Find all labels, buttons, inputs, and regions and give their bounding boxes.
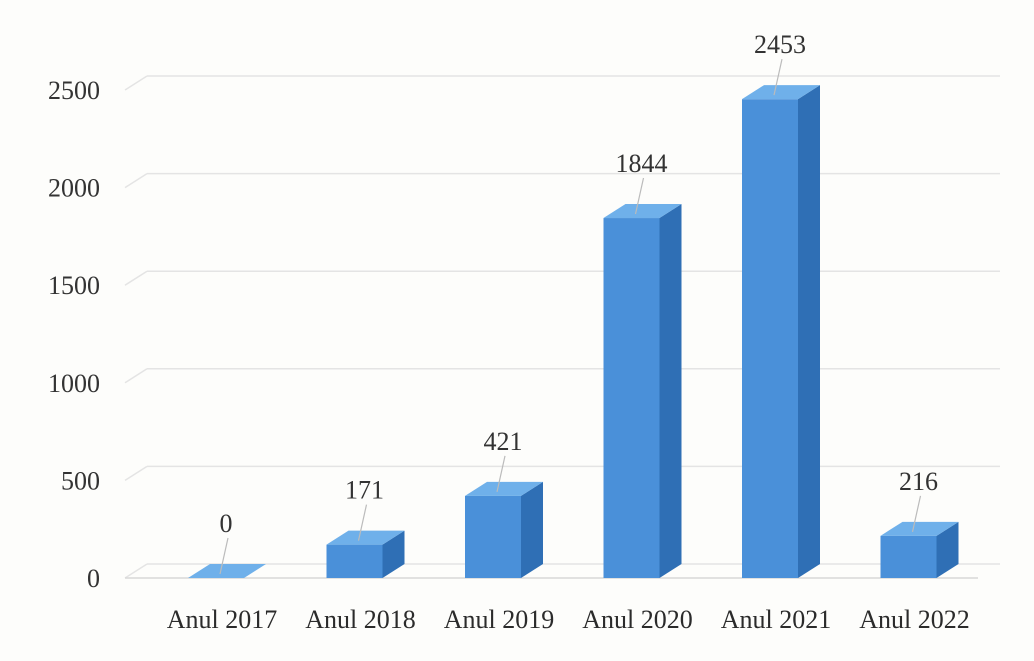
bar: 0 [188,509,266,579]
gridline-depth [124,465,148,482]
gridline-depth [124,270,148,286]
bar: 1844 [603,149,682,578]
bar: 171 [326,476,405,578]
y-tick-label: 2000 [48,174,100,203]
x-tick-label: Anul 2022 [859,605,970,634]
gridline-depth [124,368,148,384]
data-label: 421 [484,427,523,456]
y-tick-label: 1500 [48,271,100,300]
bar-top [326,530,405,545]
bar-front [880,535,937,578]
data-label: 1844 [616,149,668,178]
bar-side [798,85,820,578]
x-tick-label: Anul 2020 [582,605,693,634]
bar-side [659,204,682,578]
bar: 421 [465,427,543,578]
bar-top [742,85,820,100]
data-label: 0 [220,509,233,538]
bar-front [326,544,383,578]
gridline-depth [124,563,148,579]
bar-front [742,99,798,578]
y-tick-label: 0 [87,564,100,593]
bar-top [465,481,543,496]
x-tick-label: Anul 2018 [305,605,416,634]
bar-side [936,521,959,578]
grid-lines [124,75,1000,579]
y-tick-label: 2500 [48,76,100,105]
bar: 2453 [742,30,820,578]
gridline-depth [124,75,148,91]
bar-front [603,218,660,578]
x-tick-label: Anul 2021 [721,605,832,634]
bar: 216 [880,467,959,578]
bar-top [188,564,266,578]
bar-side [382,530,405,578]
bar-top [603,204,682,219]
gridline-depth [124,172,148,189]
bar-top [880,521,959,536]
data-label-leader [219,537,229,575]
x-tick-label: Anul 2017 [167,605,278,634]
bar-side [521,481,543,578]
data-label-leader [634,177,645,215]
x-tick-label: Anul 2019 [444,605,555,634]
data-label: 171 [345,476,384,505]
bar-front [465,495,521,578]
data-label-leader [773,59,783,96]
data-label-leader [496,455,506,492]
data-label-leader [357,504,368,541]
data-label-leader [911,495,922,532]
data-label: 2453 [754,30,806,59]
data-label: 216 [899,467,938,496]
y-tick-label: 500 [61,466,100,495]
y-tick-label: 1000 [48,369,100,398]
